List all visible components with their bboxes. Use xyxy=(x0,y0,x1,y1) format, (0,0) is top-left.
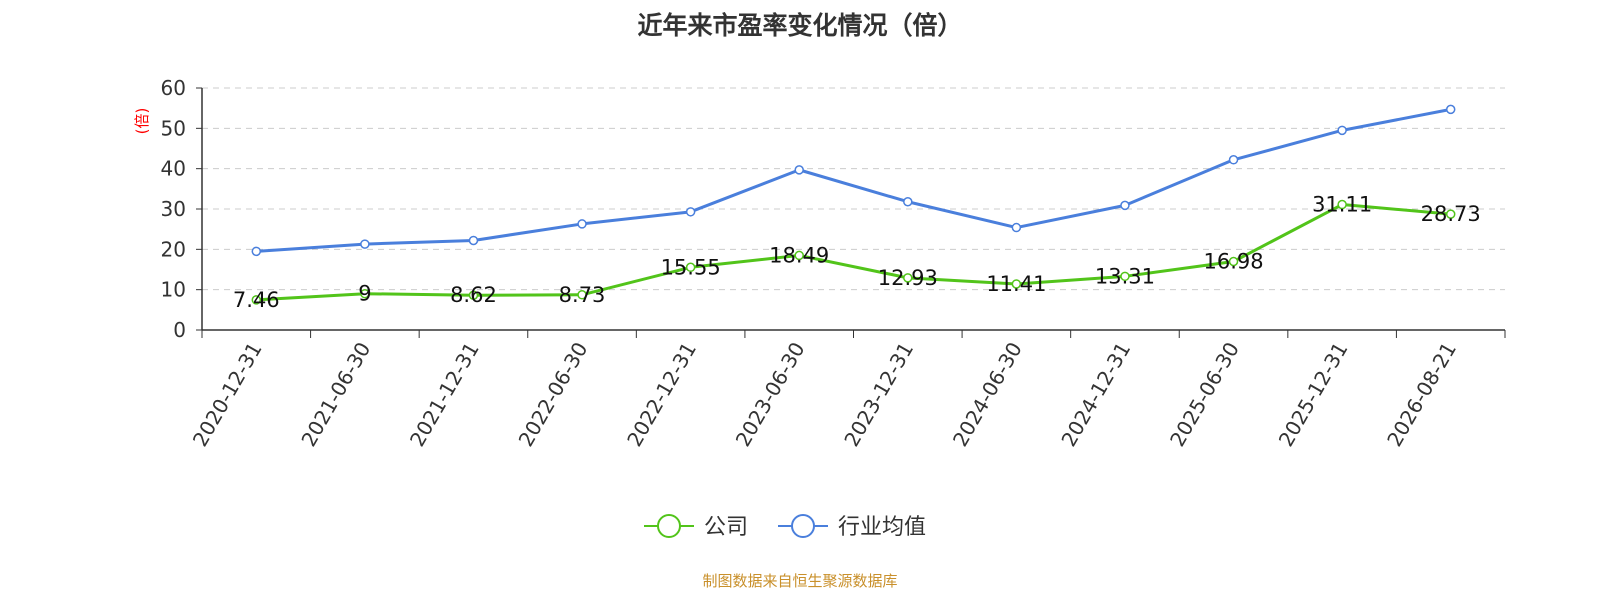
x-tick-label: 2024-12-31 xyxy=(1056,338,1135,451)
data-point xyxy=(251,295,262,305)
data-point xyxy=(1228,155,1239,165)
data-point xyxy=(1120,271,1130,282)
data-point xyxy=(1011,222,1022,233)
x-tick-label: 2025-06-30 xyxy=(1165,338,1244,451)
x-tick-label: 2020-12-31 xyxy=(188,338,267,451)
grid-lines xyxy=(202,87,1505,291)
data-point xyxy=(794,250,804,261)
x-axis: 2020-12-31 2021-06-30 2021-12-31 2022-06-30… xyxy=(188,329,1506,451)
data-point xyxy=(1120,200,1130,211)
data-point xyxy=(360,288,370,299)
data-label: 11.41 xyxy=(986,272,1046,296)
y-axis-label: (倍) xyxy=(133,108,151,135)
chart-title: 近年来市盈率变化情况（倍） xyxy=(637,11,963,40)
data-label: 7.46 xyxy=(233,288,280,312)
data-label: 13.31 xyxy=(1095,264,1155,288)
legend: 公司 行业均值 xyxy=(644,514,926,540)
data-point xyxy=(577,219,587,229)
data-point xyxy=(685,262,696,273)
data-point xyxy=(1337,125,1347,136)
data-point xyxy=(1445,104,1456,115)
x-tick-label: 2023-06-30 xyxy=(731,338,810,451)
x-tick-label: 2025-12-31 xyxy=(1274,338,1353,451)
y-tick-label: 10 xyxy=(161,278,186,302)
y-tick-label: 30 xyxy=(161,197,186,221)
y-tick-label: 50 xyxy=(161,116,186,140)
data-label: 9 xyxy=(358,282,371,306)
data-label: 28.73 xyxy=(1421,202,1481,226)
data-label: 15.55 xyxy=(661,255,721,279)
source-note: 制图数据来自恒生聚源数据库 xyxy=(702,572,898,590)
x-tick-label: 2021-12-31 xyxy=(405,338,484,451)
legend-item: 行业均值 xyxy=(778,514,926,540)
y-axis: 0 10 20 30 40 50 60 (倍) xyxy=(133,76,203,342)
series-line xyxy=(256,203,1451,302)
data-point xyxy=(685,207,696,217)
y-tick-label: 40 xyxy=(161,157,186,181)
legend-label: 行业均值 xyxy=(838,515,926,540)
x-tick-label: 2023-12-31 xyxy=(839,338,918,451)
legend-swatch-marker xyxy=(791,514,815,538)
x-tick-label: 2022-06-30 xyxy=(514,338,593,451)
data-point xyxy=(251,246,262,257)
legend-label: 公司 xyxy=(704,515,748,540)
data-point xyxy=(903,196,913,207)
legend-item: 公司 xyxy=(644,514,748,540)
data-label: 8.62 xyxy=(450,283,497,307)
x-tick-label: 2022-12-31 xyxy=(622,338,701,451)
data-point xyxy=(1337,199,1347,210)
data-point xyxy=(794,165,804,175)
data-point xyxy=(1445,209,1456,219)
data-point xyxy=(1011,279,1022,289)
data-label: 16.98 xyxy=(1203,250,1263,274)
data-label: 18.49 xyxy=(769,243,829,267)
series-line xyxy=(256,107,1451,253)
data-point xyxy=(468,235,479,246)
y-tick-label: 20 xyxy=(161,237,186,261)
data-point xyxy=(468,290,479,300)
data-point xyxy=(1228,256,1239,267)
series-group xyxy=(251,104,1456,305)
data-point xyxy=(577,290,587,300)
data-label: 31.11 xyxy=(1312,193,1372,217)
y-tick-label: 60 xyxy=(161,76,186,100)
data-point xyxy=(360,239,370,249)
y-tick-label: 0 xyxy=(173,318,186,342)
legend-swatch-marker xyxy=(657,514,681,538)
data-label: 12.93 xyxy=(878,266,938,290)
x-tick-label: 2024-06-30 xyxy=(948,338,1027,451)
data-label: 8.73 xyxy=(559,283,606,307)
x-tick-label: 2026-08-21 xyxy=(1382,338,1461,451)
data-labels: 7.46 9 8.62 8.73 15.55 18.49 12.93 11.41 13.31 16… xyxy=(233,193,1481,312)
data-point xyxy=(903,273,913,283)
x-tick-label: 2021-06-30 xyxy=(296,338,375,451)
